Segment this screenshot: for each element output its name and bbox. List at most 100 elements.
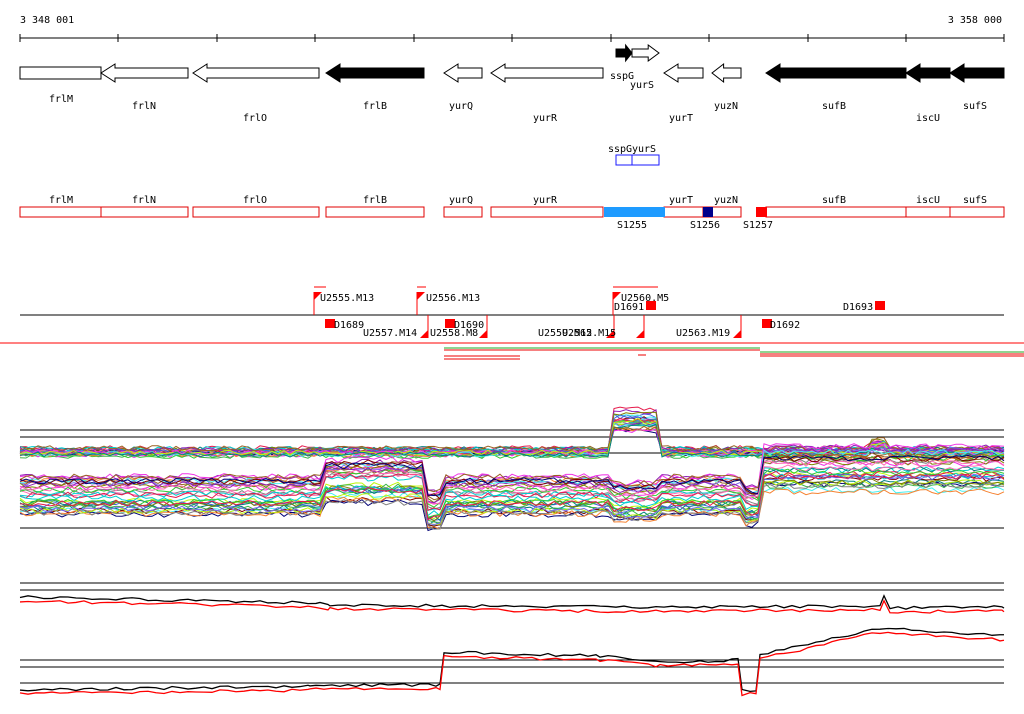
expression-trace bbox=[19, 468, 1005, 518]
gene-label-sspG: sspG bbox=[610, 71, 634, 82]
expression-trace bbox=[19, 428, 1005, 456]
d-marker-label-D1692: D1692 bbox=[770, 320, 800, 331]
d-marker-label-D1693: D1693 bbox=[843, 302, 873, 313]
gene-label-frlB: frlB bbox=[363, 101, 387, 112]
expression-trace bbox=[19, 472, 1005, 517]
d-marker-label-D1690: D1690 bbox=[454, 320, 484, 331]
annotation-box-frlO bbox=[192, 206, 320, 218]
small-gene-track: sspG yurS bbox=[608, 144, 660, 166]
feature-flag-U2562.M15 bbox=[636, 330, 644, 338]
annotation-box-sufS bbox=[949, 206, 1005, 218]
position-ruler: 3 348 001 3 358 000 bbox=[19, 15, 1005, 42]
gene-arrow-frlB bbox=[325, 63, 425, 83]
annotation-box-yurT bbox=[663, 206, 704, 218]
annotation-box-yurR bbox=[490, 206, 604, 218]
expression-trace bbox=[19, 458, 1005, 504]
expression-trace bbox=[19, 457, 1005, 510]
feature-flag-U2558.M8 bbox=[479, 330, 487, 338]
gene-arrow-frlM bbox=[19, 66, 102, 80]
summary-trace bbox=[19, 594, 1005, 610]
feature-label-U2558.M8: U2558.M8 bbox=[430, 328, 478, 339]
expression-trace bbox=[19, 419, 1005, 452]
expression-trace bbox=[19, 406, 1005, 452]
gene-arrow-yurT bbox=[663, 63, 704, 83]
gene-label-sufB: sufB bbox=[822, 101, 846, 112]
d-marker-D1689 bbox=[325, 319, 335, 328]
d-marker-label-D1689: D1689 bbox=[334, 320, 364, 331]
summary-trace bbox=[19, 631, 1005, 697]
gene-arrow-yurR bbox=[490, 63, 604, 83]
gene-arrow-yuzN bbox=[711, 62, 742, 84]
feature-label-U2557.M14: U2557.M14 bbox=[363, 328, 417, 339]
d-marker-D1690 bbox=[445, 319, 455, 328]
feature-label-U2563.M19: U2563.M19 bbox=[676, 328, 730, 339]
annotation-label-yurR: yurR bbox=[533, 195, 558, 206]
segment-track: S1255 S1256 S1257 bbox=[604, 207, 773, 231]
small-gene-label-sspG: sspG bbox=[608, 144, 632, 155]
d-marker-D1691 bbox=[646, 301, 656, 310]
feature-flag-U2555.M13 bbox=[314, 292, 322, 300]
gene-arrow-iscU bbox=[905, 63, 951, 83]
feature-label-U2555.M13: U2555.M13 bbox=[320, 293, 374, 304]
expression-trace bbox=[19, 486, 1005, 526]
ruler-end-label: 3 358 000 bbox=[948, 15, 1002, 26]
feature-label-U2559.M15: U2559.M15 bbox=[538, 328, 592, 339]
d-marker-D1693 bbox=[875, 301, 885, 310]
annotation-box-sufB bbox=[765, 206, 907, 218]
d-marker-D1692 bbox=[762, 319, 772, 328]
feature-flag-U2560.M5 bbox=[613, 292, 621, 300]
expression-profiles bbox=[19, 406, 1005, 532]
annotation-label-yurQ: yurQ bbox=[449, 195, 473, 206]
summary-profiles bbox=[19, 582, 1005, 697]
expression-trace bbox=[19, 454, 1005, 508]
ruler-start-label: 3 348 001 bbox=[20, 15, 74, 26]
gene-arrow-sspG bbox=[615, 43, 633, 63]
annotation-label-frlO: frlO bbox=[243, 195, 267, 206]
annotation-label-yurT: yurT bbox=[669, 195, 693, 206]
gene-label-yurR: yurR bbox=[533, 113, 558, 124]
feature-flag-U2563.M19 bbox=[733, 330, 741, 338]
expression-trace bbox=[19, 479, 1005, 526]
feature-label-U2556.M13: U2556.M13 bbox=[426, 293, 480, 304]
expression-trace bbox=[19, 466, 1005, 511]
segment-label-S1256: S1256 bbox=[690, 220, 720, 231]
gene-arrow-sufS bbox=[949, 63, 1005, 83]
expression-trace bbox=[19, 473, 1005, 521]
gene-label-yuzN: yuzN bbox=[714, 101, 738, 112]
summary-trace bbox=[19, 627, 1005, 693]
gene-arrow-yurQ bbox=[443, 63, 483, 83]
expression-trace bbox=[19, 482, 1005, 530]
small-gene-box-sspG bbox=[615, 154, 633, 166]
d-marker-label-D1691: D1691 bbox=[614, 302, 644, 313]
expression-trace bbox=[19, 488, 1005, 530]
expression-trace bbox=[19, 443, 1005, 495]
segment-S1257 bbox=[756, 207, 767, 217]
small-gene-box-yurS bbox=[631, 154, 660, 166]
expression-trace bbox=[19, 464, 1005, 505]
gene-arrow-frlN bbox=[100, 63, 189, 83]
read-lines bbox=[0, 342, 1024, 360]
feature-track: U2555.M13 U2556.M13 U2560.M5 U2557.M14 U2558… bbox=[20, 286, 1004, 339]
annotation-box-iscU bbox=[905, 206, 951, 218]
feature-label-U2560.M5: U2560.M5 bbox=[621, 293, 669, 304]
gene-arrow-yurS bbox=[631, 44, 660, 62]
gene-label-frlN: frlN bbox=[132, 101, 156, 112]
annotation-label-frlN: frlN bbox=[132, 195, 156, 206]
annotation-box-frlN bbox=[100, 206, 189, 218]
expression-trace bbox=[19, 425, 1005, 452]
annotation-box-yurQ bbox=[443, 206, 483, 218]
gene-label-yurQ: yurQ bbox=[449, 101, 473, 112]
segment-S1256 bbox=[703, 207, 713, 217]
annotation-label-sufS: sufS bbox=[963, 195, 987, 206]
expression-trace bbox=[19, 479, 1005, 527]
feature-flag-U2559.M15 bbox=[606, 330, 614, 338]
gene-arrow-sufB bbox=[765, 63, 907, 83]
annotation-box-frlM bbox=[19, 206, 102, 218]
annotation-label-frlB: frlB bbox=[363, 195, 387, 206]
annotation-box-track: frlM frlN frlO frlB yurQ yurR yurT yuzN sufB iscU… bbox=[19, 195, 1005, 218]
segment-S1255 bbox=[604, 207, 665, 217]
gene-label-frlM: frlM bbox=[49, 94, 73, 105]
expression-trace bbox=[19, 453, 1005, 493]
